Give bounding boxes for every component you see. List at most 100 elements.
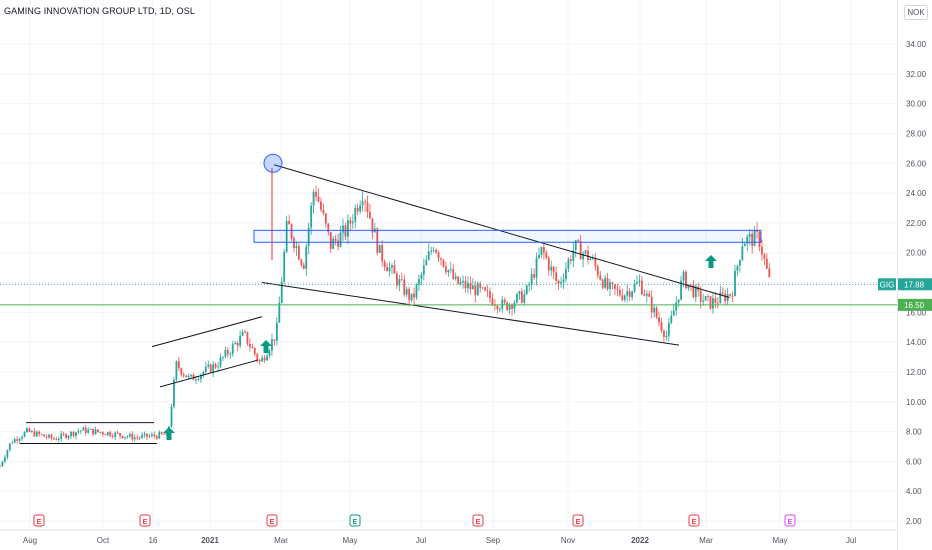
candle-body <box>391 265 393 268</box>
earnings-marker[interactable]: E <box>266 514 278 527</box>
earnings-marker[interactable]: E <box>688 514 700 527</box>
candle-body <box>584 250 587 254</box>
candle-body <box>543 246 545 253</box>
candle-body <box>271 339 273 351</box>
candle-body <box>709 296 712 309</box>
candle-body <box>533 274 535 278</box>
candle-body <box>579 241 582 260</box>
candle-body <box>334 238 337 241</box>
candle-body <box>614 284 616 289</box>
candle-body <box>415 284 418 298</box>
x-tick-label: Mar <box>699 536 713 545</box>
price-axis-separator <box>897 0 898 550</box>
candle-body <box>680 280 682 300</box>
candle-body <box>219 357 222 367</box>
candle-body <box>280 281 283 303</box>
last-price-badge: GIG 17.88 <box>878 278 932 291</box>
candle-body <box>109 432 112 436</box>
earnings-marker-box <box>33 514 45 527</box>
candle-body <box>596 266 599 276</box>
candle-body <box>746 236 749 244</box>
candle-body <box>155 436 158 439</box>
candle-body <box>557 280 560 284</box>
candle-body <box>633 283 636 292</box>
candle-body <box>655 307 658 318</box>
candle-body <box>592 258 594 260</box>
candle-body <box>190 374 192 376</box>
earnings-marker[interactable]: E <box>139 514 151 527</box>
candle-body <box>471 285 474 290</box>
candle-body <box>601 279 604 288</box>
candle-body <box>195 379 197 381</box>
candle-body <box>494 305 496 306</box>
symbol-label: GIG <box>880 280 895 289</box>
candle-body <box>462 280 464 283</box>
earnings-marker-box <box>688 514 700 527</box>
candle-body <box>310 205 313 228</box>
candle-body <box>70 431 72 437</box>
candle-body <box>643 294 646 296</box>
y-tick-label: 26.00 <box>906 159 927 168</box>
flag-bottom-line <box>159 359 259 388</box>
candle-body <box>244 331 246 333</box>
candle-body <box>329 232 332 249</box>
candle-body <box>170 406 173 427</box>
earnings-marker[interactable]: E <box>572 514 584 527</box>
currency-badge[interactable]: NOK <box>904 5 928 20</box>
candle-body <box>503 299 506 303</box>
x-tick-label: Aug <box>23 536 37 545</box>
candle-body <box>217 366 219 368</box>
x-tick-label: 2021 <box>201 536 219 545</box>
candle-body <box>574 240 577 251</box>
candle-body <box>89 428 92 430</box>
candle-body <box>278 302 281 323</box>
candle-body <box>567 259 570 269</box>
candle-body <box>535 257 538 278</box>
earnings-marker[interactable]: E <box>33 514 45 527</box>
candle-body <box>437 252 440 259</box>
candle-body <box>724 293 727 302</box>
candle-body <box>729 294 731 296</box>
candle-body <box>452 269 455 279</box>
candle-body <box>146 433 148 437</box>
candle-body <box>560 281 562 284</box>
candle-body <box>143 433 146 436</box>
candle-body <box>667 322 670 336</box>
candle-body <box>43 434 45 437</box>
candle-body <box>675 302 678 311</box>
candle-body <box>381 244 384 262</box>
candle-body <box>298 245 300 260</box>
candle-body <box>719 292 722 303</box>
candle-body <box>354 207 357 222</box>
earnings-marker-box <box>266 514 278 527</box>
candle-body <box>734 270 736 297</box>
earnings-marker[interactable]: E <box>472 514 484 527</box>
candle-body <box>236 342 239 346</box>
candle-body <box>40 434 43 436</box>
candle-body <box>87 429 90 433</box>
candle-body <box>631 291 633 297</box>
top-marker-circle <box>263 153 283 173</box>
x-tick-label: Oct <box>97 536 110 545</box>
candle-body <box>645 293 648 296</box>
candle-body <box>550 266 553 271</box>
earnings-marker[interactable]: E <box>349 514 361 527</box>
earnings-marker[interactable]: E <box>784 514 796 527</box>
candle-body <box>569 259 572 261</box>
y-tick-label: 22.00 <box>906 219 927 228</box>
candle-body <box>371 218 374 233</box>
candle-body <box>324 213 327 224</box>
candle-body <box>765 258 768 269</box>
candle-body <box>704 296 707 301</box>
candle-body <box>442 259 445 267</box>
candle-body <box>99 431 102 433</box>
candle-body <box>547 258 550 271</box>
symbol-badge-bg <box>878 278 896 291</box>
candle-body <box>623 295 626 300</box>
support-price-label: 16.50 <box>904 301 925 310</box>
x-tick-label: Jul <box>846 536 856 545</box>
candle-body <box>84 427 87 433</box>
candle-body <box>307 227 310 247</box>
candle-body <box>246 331 249 344</box>
